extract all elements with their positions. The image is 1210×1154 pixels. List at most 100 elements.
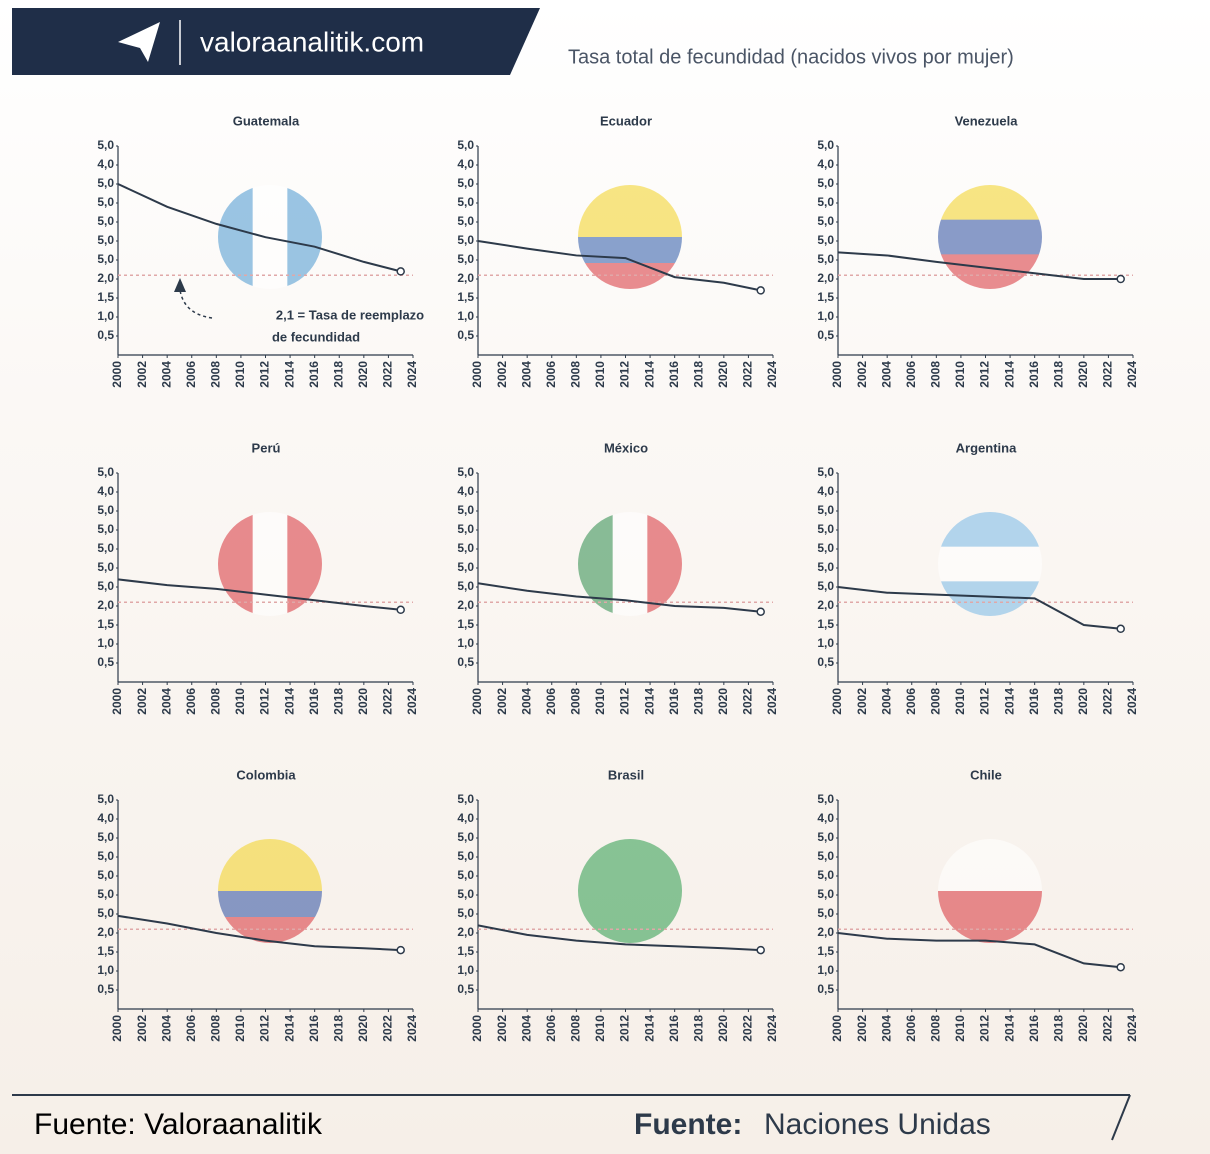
- y-tick-label: 5,0: [817, 195, 834, 209]
- y-tick-label: 5,0: [457, 579, 474, 593]
- x-tick-label: 2008: [929, 688, 943, 715]
- y-tick-label: 5,0: [97, 252, 114, 266]
- y-tick-label: 0,5: [97, 328, 114, 342]
- y-tick-label: 0,5: [97, 655, 114, 669]
- x-tick-label: 2014: [642, 1015, 656, 1042]
- y-tick-label: 0,5: [817, 982, 834, 996]
- x-tick-label: 2024: [765, 1015, 779, 1042]
- y-tick-label: 5,0: [817, 176, 834, 190]
- x-tick-label: 2014: [282, 361, 296, 388]
- y-tick-label: 1,5: [97, 290, 114, 304]
- x-tick-label: 2004: [159, 361, 173, 388]
- x-tick-label: 2018: [331, 361, 345, 388]
- y-tick-label: 2,0: [457, 271, 474, 285]
- x-tick-label: 2016: [1027, 688, 1041, 715]
- flag-stripe: [218, 891, 322, 918]
- credit: Fuente: Valoraanalitik: [34, 1108, 323, 1141]
- y-tick-label: 2,0: [817, 271, 834, 285]
- y-tick-label: 0,5: [817, 655, 834, 669]
- panel: Brasil 0,5 1,0 1,5 2,0 5,0 5,0 5,0 5,0 5,0 4,0 5,0 2…: [457, 767, 779, 1041]
- y-tick-label: 5,0: [457, 503, 474, 517]
- logo: [118, 22, 160, 62]
- x-tick-label: 2010: [593, 361, 607, 388]
- x-tick-label: 2024: [765, 361, 779, 388]
- y-tick-label: 5,0: [817, 849, 834, 863]
- chart-title: México: [604, 440, 648, 455]
- x-tick-label: 2018: [1051, 1015, 1065, 1042]
- header-band: [12, 8, 540, 75]
- x-tick-label: 2010: [953, 1015, 967, 1042]
- y-tick-label: 4,0: [817, 484, 834, 498]
- flag-stripe: [938, 219, 1042, 256]
- y-tick-label: 5,0: [97, 868, 114, 882]
- flag-stripe: [252, 512, 289, 616]
- chart-title: Ecuador: [600, 113, 652, 128]
- x-tick-label: 2022: [741, 361, 755, 388]
- x-tick-label: 2000: [830, 361, 844, 388]
- x-tick-label: 2012: [258, 688, 272, 715]
- x-tick-label: 2004: [879, 361, 893, 388]
- y-tick-label: 1,5: [97, 617, 114, 631]
- y-tick-label: 5,0: [97, 233, 114, 247]
- y-tick-label: 1,5: [457, 944, 474, 958]
- x-tick-label: 2014: [282, 688, 296, 715]
- footer-slash: [1111, 1094, 1131, 1141]
- x-tick-label: 2006: [904, 361, 918, 388]
- x-tick-label: 2012: [258, 361, 272, 388]
- x-tick-label: 2020: [1076, 1015, 1090, 1042]
- y-tick-label: 5,0: [457, 522, 474, 536]
- x-tick-label: 2006: [544, 361, 558, 388]
- y-tick-label: 5,0: [97, 138, 114, 152]
- x-tick-label: 2008: [569, 361, 583, 388]
- y-tick-label: 4,0: [97, 484, 114, 498]
- x-tick-label: 2002: [495, 361, 509, 388]
- x-tick-label: 2002: [855, 361, 869, 388]
- x-tick-label: 2016: [667, 361, 681, 388]
- source: Naciones Unidas: [764, 1108, 991, 1141]
- x-tick-label: 2024: [405, 688, 419, 715]
- y-tick-label: 0,5: [97, 982, 114, 996]
- line: [117, 578, 401, 611]
- x-tick-label: 2018: [1051, 688, 1065, 715]
- x-tick-label: 2002: [855, 1015, 869, 1042]
- y-tick-label: 5,0: [817, 503, 834, 517]
- y-tick-label: 5,0: [457, 465, 474, 479]
- x-tick-label: 2010: [593, 1015, 607, 1042]
- x-tick-label: 2006: [184, 1015, 198, 1042]
- x-tick-label: 2000: [110, 1015, 124, 1042]
- y-tick-label: 5,0: [97, 887, 114, 901]
- y-tick-label: 5,0: [97, 579, 114, 593]
- x-tick-label: 2004: [159, 1015, 173, 1042]
- x-tick-label: 2008: [569, 1015, 583, 1042]
- chart-title: Argentina: [956, 440, 1017, 455]
- line: [837, 932, 1121, 969]
- y-tick-label: 5,0: [97, 906, 114, 920]
- y-tick-label: 5,0: [97, 176, 114, 190]
- end-point: [396, 945, 405, 955]
- chart-title: Perú: [252, 440, 281, 455]
- flag-stripe: [578, 839, 682, 943]
- x-tick-label: 2018: [691, 361, 705, 388]
- y-tick-label: 5,0: [817, 560, 834, 574]
- y-tick-label: 2,0: [457, 925, 474, 939]
- x-tick-label: 2024: [1125, 1015, 1139, 1042]
- x-tick-label: 2020: [716, 688, 730, 715]
- end-point: [396, 605, 405, 615]
- x-tick-label: 2022: [381, 688, 395, 715]
- x-tick-label: 2012: [618, 1015, 632, 1042]
- x-tick-label: 2012: [618, 688, 632, 715]
- y-tick-label: 4,0: [817, 157, 834, 171]
- y-tick-label: 5,0: [97, 830, 114, 844]
- y-tick-label: 1,5: [457, 617, 474, 631]
- y-tick-label: 5,0: [817, 579, 834, 593]
- x-tick-label: 2008: [929, 361, 943, 388]
- x-tick-label: 2014: [642, 688, 656, 715]
- x-tick-label: 2018: [691, 688, 705, 715]
- x-tick-label: 2022: [741, 1015, 755, 1042]
- x-tick-label: 2024: [1125, 361, 1139, 388]
- y-tick-label: 1,5: [817, 617, 834, 631]
- x-tick-label: 2004: [519, 1015, 533, 1042]
- y-tick-label: 4,0: [457, 484, 474, 498]
- y-tick-label: 5,0: [817, 465, 834, 479]
